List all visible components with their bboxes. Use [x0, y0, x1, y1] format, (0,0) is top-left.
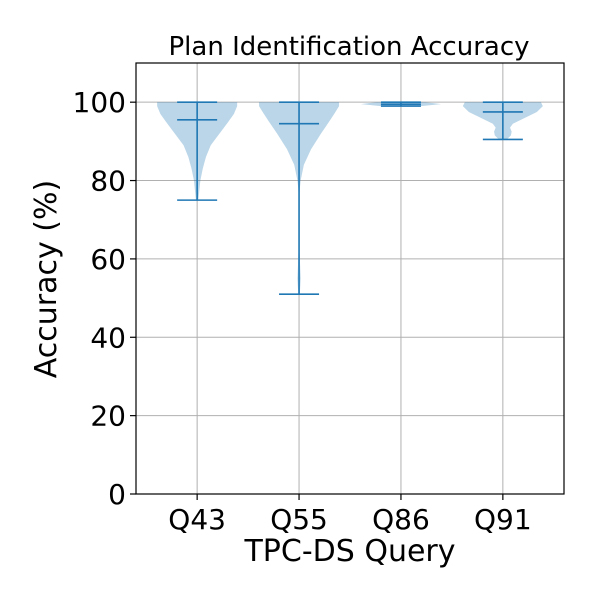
y-tick-label: 100	[73, 86, 126, 119]
y-tick-label: 80	[90, 165, 126, 198]
chart-title: Plan Identification Accuracy	[168, 32, 529, 62]
violin-bodies	[157, 101, 543, 295]
x-axis-label: TPC-DS Query	[243, 534, 455, 569]
y-tick-label: 40	[90, 321, 126, 354]
x-tick-label: Q55	[270, 503, 328, 536]
plot-frame	[135, 62, 565, 495]
x-tick-label: Q43	[168, 503, 226, 536]
x-tick-label: Q86	[372, 503, 430, 536]
y-tick-label: 20	[90, 400, 126, 433]
y-tick-label: 0	[108, 478, 126, 511]
x-tick-label: Q91	[474, 503, 532, 536]
x-axis-ticks: Q43 Q55 Q86 Q91	[168, 494, 532, 536]
y-tick-label: 60	[90, 243, 126, 276]
y-axis-ticks: 0 20 40 60 80 100	[73, 86, 136, 511]
y-axis-label: Accuracy (%)	[29, 180, 64, 378]
